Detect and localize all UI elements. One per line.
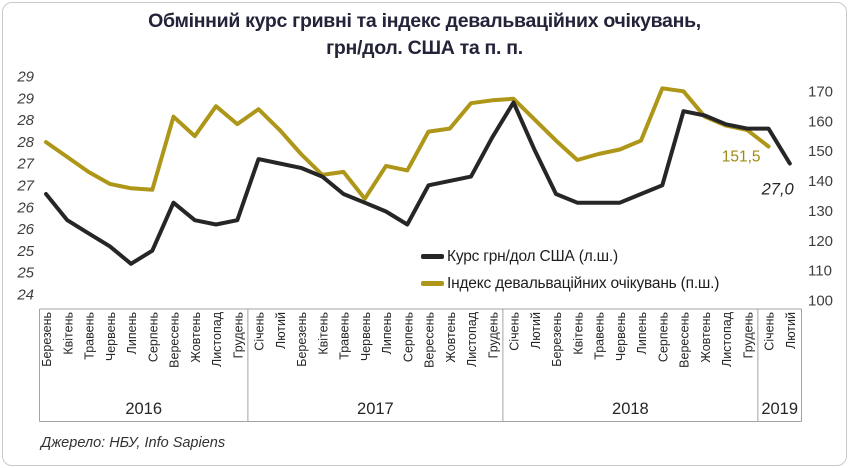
year-label: 2017 <box>357 400 394 418</box>
left-tick-label: 28 <box>16 134 34 151</box>
rate-line-swatch <box>421 254 444 259</box>
rate-line <box>44 100 792 266</box>
month-label: Березень <box>295 312 309 367</box>
month-label: Листопад <box>210 311 224 367</box>
month-label: Квітень <box>316 312 330 355</box>
month-label: Серпень <box>401 312 415 362</box>
year-labels: 2016 2017 2018 2019 <box>125 400 798 418</box>
month-label: Лютий <box>529 312 543 349</box>
legend: Курс грн/дол США (л.ш.) Індекс девальвац… <box>421 243 719 297</box>
x-axis-table <box>39 308 802 422</box>
index-line <box>44 86 771 201</box>
left-tick-label: 27 <box>16 178 34 195</box>
month-label: Листопад <box>720 311 734 367</box>
month-label: Квітень <box>571 312 585 355</box>
left-tick-label: 24 <box>16 287 34 304</box>
right-tick-label: 160 <box>808 113 833 130</box>
month-label: Січень <box>763 312 777 351</box>
left-tick-label: 28 <box>16 112 34 129</box>
legend-label-rate: Курс грн/дол США (л.ш.) <box>447 247 618 265</box>
chart-plot: Березень Квітень Травень Червень Липень Серпе… <box>16 69 833 422</box>
value-label-rate: 27,0 <box>761 181 795 199</box>
month-label: Липень <box>125 312 139 354</box>
month-label: Травень <box>83 312 97 360</box>
month-label: Жовтень <box>189 312 203 363</box>
month-label: Травень <box>338 312 352 360</box>
month-label: Грудень <box>231 312 245 358</box>
left-tick-label: 29 <box>16 90 34 107</box>
legend-item-index: Індекс девальваційних очікувань (п.ш.) <box>421 270 719 297</box>
month-label: Липень <box>635 312 649 354</box>
month-label: Листопад <box>465 311 479 367</box>
month-label: Грудень <box>741 312 755 358</box>
month-label: Січень <box>253 312 267 351</box>
month-labels: Березень Квітень Травень Червень Липень Серпе… <box>40 311 798 368</box>
month-label: Березень <box>550 312 564 367</box>
month-label: Лютий <box>274 312 288 349</box>
month-label: Грудень <box>486 312 500 358</box>
left-tick-label: 27 <box>16 156 34 173</box>
right-tick-label: 170 <box>808 84 833 101</box>
month-label: Вересень <box>423 312 437 368</box>
right-axis-ticks: 170 160 150 140 130 120 110 100 <box>808 84 833 310</box>
left-tick-label: 29 <box>16 69 34 86</box>
right-tick-label: 150 <box>808 143 833 160</box>
month-label: Червень <box>104 312 118 361</box>
right-tick-label: 140 <box>808 173 833 190</box>
month-label: Лютий <box>784 312 798 349</box>
month-label: Жовтень <box>699 312 713 363</box>
index-line-swatch <box>421 281 444 286</box>
left-tick-label: 25 <box>16 265 34 282</box>
left-tick-label: 26 <box>16 199 34 216</box>
source-note: Джерело: НБУ, Info Sapiens <box>41 435 226 451</box>
month-label: Вересень <box>168 312 182 368</box>
year-label: 2019 <box>761 400 798 418</box>
left-tick-label: 25 <box>16 243 34 260</box>
chart-title-line2: грн/дол. США та п. п. <box>326 37 523 59</box>
month-label: Серпень <box>656 312 670 362</box>
right-tick-label: 120 <box>808 233 833 250</box>
right-tick-label: 130 <box>808 203 833 220</box>
month-label: Липень <box>380 312 394 354</box>
year-label: 2016 <box>125 400 162 418</box>
legend-item-rate: Курс грн/дол США (л.ш.) <box>421 243 719 270</box>
value-label-index: 151,5 <box>722 149 761 166</box>
month-label: Серпень <box>146 312 160 362</box>
right-tick-label: 110 <box>808 263 832 280</box>
chart-title-line1: Обмінний курс гривні та індекс девальвац… <box>148 10 701 32</box>
month-label: Січень <box>508 312 522 351</box>
month-label: Квітень <box>61 312 75 355</box>
month-label: Березень <box>40 312 54 367</box>
month-label: Червень <box>359 312 373 361</box>
left-tick-label: 26 <box>16 221 34 238</box>
right-tick-label: 100 <box>808 293 833 310</box>
chart-title: Обмінний курс гривні та індекс девальвац… <box>3 8 846 62</box>
month-label: Жовтень <box>444 312 458 363</box>
month-label: Травень <box>593 312 607 360</box>
legend-label-index: Індекс девальваційних очікувань (п.ш.) <box>447 274 720 292</box>
year-label: 2018 <box>612 400 649 418</box>
month-label: Вересень <box>678 312 692 368</box>
month-label: Червень <box>614 312 628 361</box>
left-axis-ticks: 29 29 28 28 27 27 26 26 25 25 24 <box>16 69 34 304</box>
